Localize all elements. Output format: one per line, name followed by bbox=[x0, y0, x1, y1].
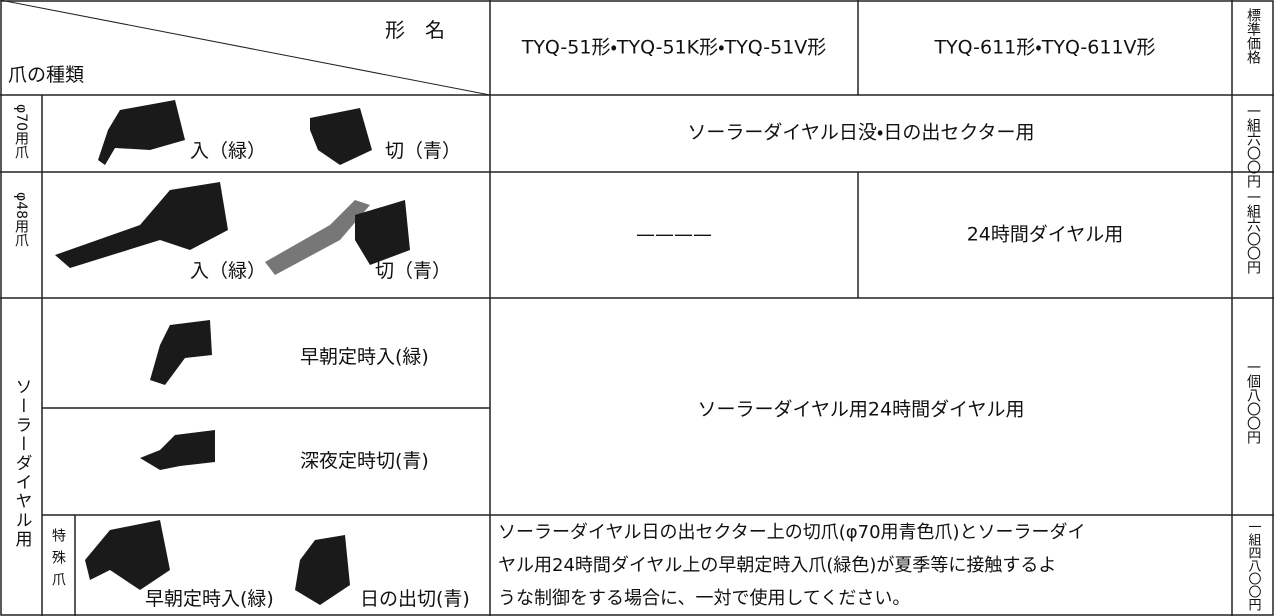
row-label: 特殊爪 bbox=[50, 528, 66, 594]
row-label: ソーラーダイヤル用 bbox=[11, 378, 32, 549]
claw-caption: 深夜定時切(青) bbox=[300, 450, 429, 472]
row-label: φ70用爪 bbox=[13, 104, 29, 160]
price: 一組四八〇〇円 bbox=[1245, 520, 1261, 611]
claw-caption: 切（青） bbox=[375, 260, 452, 282]
price-header: 標準価格 bbox=[1245, 8, 1261, 64]
usage-line: ヤル用24時間ダイヤル上の早朝定時入爪(緑色)が夏季等に接触するよ bbox=[498, 555, 1057, 576]
claw-caption: 切（青） bbox=[385, 140, 462, 162]
col-header: TYQ-611形・TYQ-611V形 bbox=[934, 36, 1156, 59]
claw-caption: 日の出切(青) bbox=[360, 588, 470, 610]
usage: ———— bbox=[636, 223, 712, 246]
row-label: φ48用爪 bbox=[13, 192, 29, 248]
usage: ソーラーダイヤル日没・日の出セクター用 bbox=[687, 121, 1035, 144]
usage-line: ソーラーダイヤル日の出セクター上の切爪(φ70用青色爪)とソーラーダイ bbox=[498, 522, 1086, 543]
price: 一組六〇〇円 bbox=[1245, 190, 1261, 274]
usage: ソーラーダイヤル用24時間ダイヤル用 bbox=[697, 398, 1025, 421]
claw-caption: 早朝定時入(緑) bbox=[145, 588, 274, 610]
usage: 24時間ダイヤル用 bbox=[966, 223, 1124, 246]
claw-images bbox=[55, 100, 410, 605]
claw-caption: 入（緑） bbox=[190, 260, 267, 282]
type-label: 形 名 bbox=[385, 18, 445, 42]
usage-line: うな制御をする場合に、一対で使用してください。 bbox=[498, 588, 911, 609]
claw-label: 爪の種類 bbox=[8, 64, 85, 86]
col-header: TYQ-51形・TYQ-51K形・TYQ-51V形 bbox=[521, 36, 827, 59]
price: 一組六〇〇円 bbox=[1245, 104, 1261, 188]
claw-caption: 早朝定時入(緑) bbox=[300, 346, 429, 368]
claw-caption: 入（緑） bbox=[190, 140, 267, 162]
price: 一個八〇〇円 bbox=[1245, 360, 1261, 444]
